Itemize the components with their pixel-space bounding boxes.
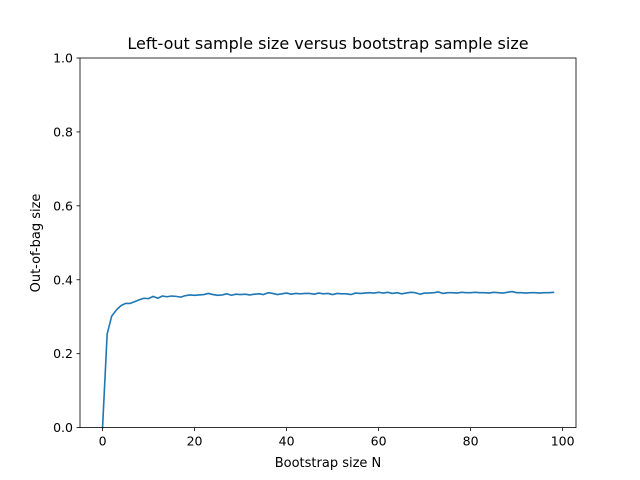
y-tick-label: 0.4 bbox=[53, 272, 73, 287]
y-tick-label: 0.2 bbox=[53, 346, 73, 361]
x-tick-label: 20 bbox=[187, 434, 203, 449]
x-tick-label: 0 bbox=[99, 434, 107, 449]
x-tick-label: 100 bbox=[551, 434, 575, 449]
x-axis: 0 20 40 60 80 100 bbox=[99, 427, 575, 449]
y-axis: 0.0 0.2 0.4 0.6 0.8 1.0 bbox=[53, 51, 80, 435]
y-tick-label: 0.6 bbox=[53, 198, 73, 213]
y-tick-label: 0.8 bbox=[53, 124, 73, 139]
x-axis-label: Bootstrap size N bbox=[275, 456, 382, 471]
chart-title: Left-out sample size versus bootstrap sa… bbox=[127, 34, 528, 53]
x-tick-label: 40 bbox=[279, 434, 295, 449]
x-tick-label: 60 bbox=[371, 434, 387, 449]
plot-frame bbox=[79, 57, 577, 429]
plot-area bbox=[101, 290, 555, 429]
series-line bbox=[101, 290, 555, 429]
x-tick-label: 80 bbox=[463, 434, 479, 449]
y-axis-label: Out-of-bag size bbox=[29, 194, 44, 293]
y-tick-label: 0.0 bbox=[53, 420, 73, 435]
y-tick-label: 1.0 bbox=[53, 51, 73, 66]
